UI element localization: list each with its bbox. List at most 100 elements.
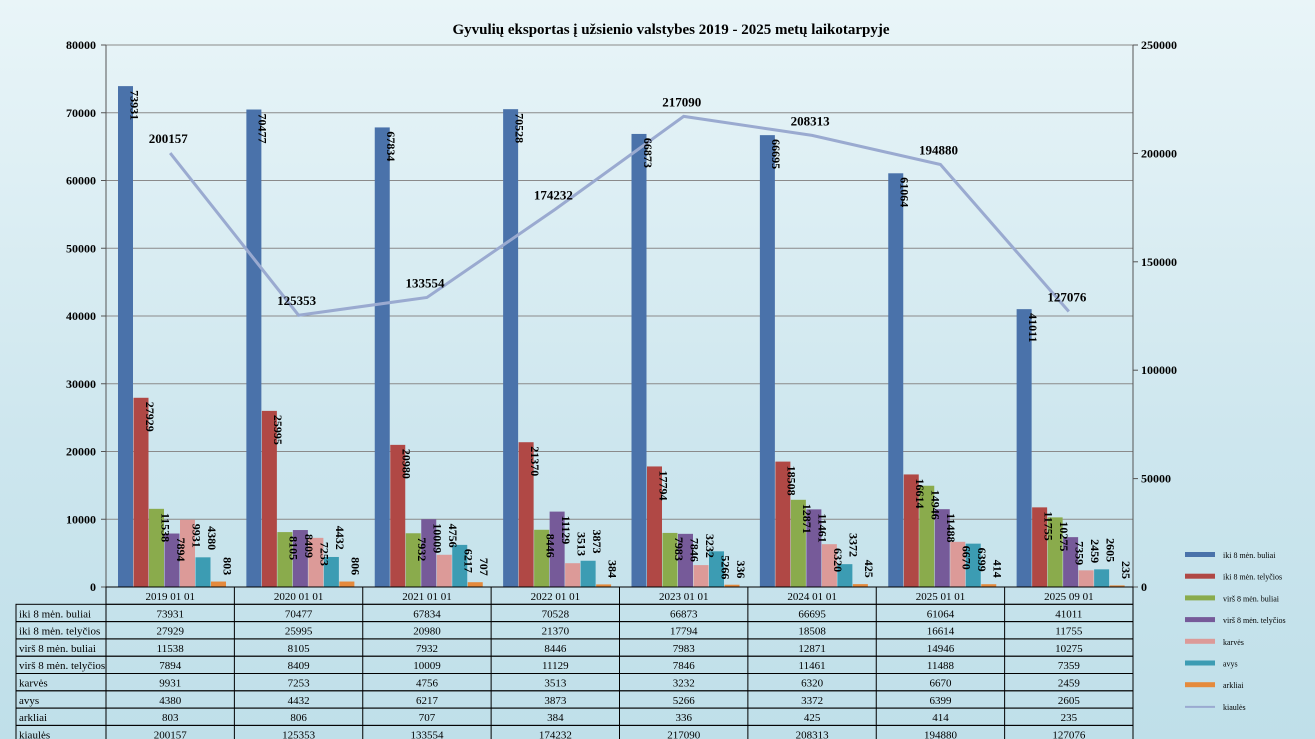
data-label: 18508 <box>785 466 799 496</box>
table-cell: 66873 <box>670 608 698 620</box>
table-cell: 11461 <box>799 660 826 672</box>
legend-label: iki 8 mėn. buliai <box>1223 551 1276 560</box>
table-row-label: avys <box>19 695 39 707</box>
line-path <box>169 114 1070 317</box>
table-cell: 174232 <box>539 729 572 739</box>
data-label: 8446 <box>543 534 557 558</box>
data-label: 70477 <box>256 114 270 144</box>
data-label: 7359 <box>1072 541 1086 565</box>
data-label: 4380 <box>205 526 219 550</box>
bar <box>308 537 324 587</box>
data-label: 384 <box>605 560 619 578</box>
table-cell: 8446 <box>544 643 567 655</box>
table-category: 2023 01 01 <box>659 591 709 603</box>
y-tick-label: 70000 <box>66 106 96 120</box>
table-category: 2020 01 01 <box>274 591 324 603</box>
legend-label: kiaulės <box>1223 703 1246 712</box>
bar <box>1078 570 1094 587</box>
chart-title: Gyvulių eksportas į užsienio valstybes 2… <box>452 22 889 38</box>
table-cell: 336 <box>675 712 692 724</box>
bar <box>211 581 226 587</box>
data-label: 73931 <box>127 90 141 120</box>
bar <box>1063 537 1079 587</box>
legend-swatch <box>1185 660 1215 666</box>
table-cell: 11129 <box>542 660 569 672</box>
data-label: 11755 <box>1041 511 1055 540</box>
data-label: 414 <box>991 560 1005 578</box>
table-cell: 6217 <box>416 695 439 707</box>
table-cell: 4432 <box>288 695 310 707</box>
table-row <box>15 707 1134 726</box>
data-label: 27929 <box>143 402 157 432</box>
data-label: 803 <box>220 557 234 575</box>
table-cell: 7932 <box>416 643 438 655</box>
data-label: 7983 <box>672 537 686 561</box>
table-cell: 4380 <box>159 695 182 707</box>
table-cell: 7894 <box>159 660 182 672</box>
data-label: 66873 <box>641 138 655 168</box>
table-cell: 803 <box>162 712 179 724</box>
table-row <box>15 655 1134 675</box>
bar <box>580 560 596 587</box>
data-label: 61064 <box>898 177 912 207</box>
data-label: 7846 <box>687 538 701 562</box>
table-cell: 17794 <box>670 626 698 638</box>
legend: iki 8 mėn. buliai iki 8 mėn. telyčios virš… <box>1185 551 1286 712</box>
data-label: 11461 <box>816 513 830 542</box>
data-label: 10275 <box>1057 521 1071 551</box>
table-cell: 14946 <box>927 643 955 655</box>
bar <box>339 581 355 587</box>
bar <box>806 509 822 587</box>
bar <box>1032 507 1048 587</box>
data-label: 66695 <box>769 139 783 169</box>
table-cell: 8409 <box>288 660 311 672</box>
table-cell: 73931 <box>156 608 184 620</box>
data-label: 41011 <box>1026 313 1040 342</box>
table-cell: 41011 <box>1055 608 1082 620</box>
bar <box>549 511 565 587</box>
table-cell: 208313 <box>796 729 830 739</box>
data-label: 7253 <box>318 542 332 566</box>
table-cell: 10009 <box>413 660 441 672</box>
legend-label: avys <box>1223 660 1238 669</box>
data-label: 425 <box>862 560 876 578</box>
table-category: 2019 01 01 <box>145 591 195 603</box>
gridlines <box>106 44 1133 588</box>
legend-swatch <box>1185 682 1215 688</box>
table-cell: 3232 <box>673 678 695 690</box>
bar <box>518 442 534 587</box>
bar <box>390 444 406 587</box>
table-cell: 806 <box>290 712 307 724</box>
data-label: 2605 <box>1103 538 1117 562</box>
table-cell: 66695 <box>798 608 826 620</box>
bar <box>261 410 277 587</box>
line-label: 217090 <box>662 94 701 109</box>
bar <box>709 551 724 587</box>
table-cell: 7983 <box>673 643 696 655</box>
table-cell: 4756 <box>416 678 439 690</box>
legend-label: iki 8 mėn. telyčios <box>1223 573 1282 582</box>
bar <box>1016 309 1032 587</box>
data-label: 6399 <box>975 548 989 572</box>
bar <box>631 133 647 587</box>
data-label: 4432 <box>333 526 347 550</box>
y2-tick-label: 150000 <box>1141 255 1177 269</box>
data-label: 4756 <box>446 524 460 548</box>
table-cell: 11755 <box>1055 626 1083 638</box>
bar <box>180 519 195 587</box>
bar <box>981 584 997 587</box>
bar <box>888 173 904 588</box>
table-cell: 707 <box>419 712 436 724</box>
table-row <box>15 690 1134 709</box>
data-label: 7932 <box>415 537 429 561</box>
y2-tick-label: 200000 <box>1141 146 1177 160</box>
line-label: 125353 <box>277 293 317 308</box>
y-tick-label: 20000 <box>66 445 96 459</box>
legend-swatch <box>1185 617 1215 623</box>
data-label: 21370 <box>528 446 542 476</box>
table-cell: 3372 <box>801 695 823 707</box>
table-cell: 25995 <box>285 626 313 638</box>
line-label: 174232 <box>534 187 573 202</box>
bar <box>693 565 709 587</box>
